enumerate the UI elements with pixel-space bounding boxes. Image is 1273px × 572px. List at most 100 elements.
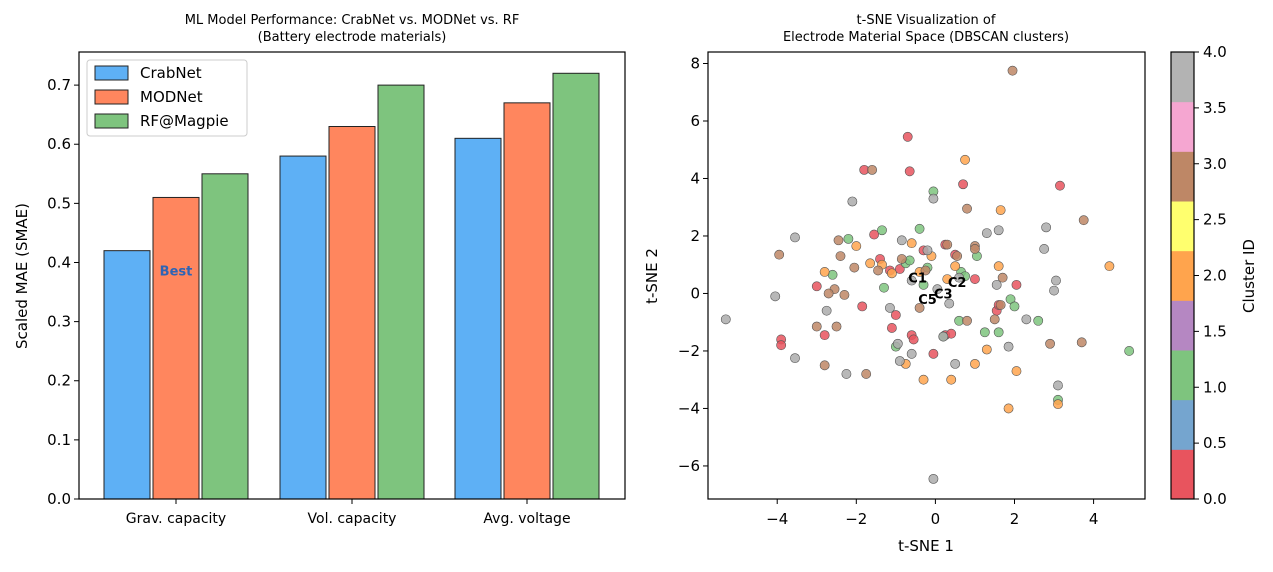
scatter-point: [896, 254, 907, 264]
scatter-point: [877, 225, 887, 236]
scatter-point: [932, 284, 943, 295]
bar-x-axis: Grav. capacity Vol. capacity Avg. voltage: [126, 499, 571, 527]
scatter-x-axis-label: t-SNE 1: [898, 537, 954, 555]
scatter-point: [946, 374, 957, 385]
scatter-point: [928, 473, 939, 484]
scatter-point: [770, 291, 781, 302]
scatter-point: [970, 274, 980, 284]
scatter-point: [962, 315, 972, 326]
scatter-point: [906, 238, 917, 249]
scatter-point: [1003, 403, 1014, 414]
bar-modnet-2: [503, 102, 551, 500]
scatter-point: [873, 265, 883, 276]
cluster-label-c1: C1: [908, 272, 927, 287]
bar-group: [103, 72, 600, 500]
bar-legend: CrabNet MODNet RF@Magpie: [86, 59, 248, 137]
scatter-point: [886, 323, 897, 333]
scatter-point: [902, 131, 913, 142]
legend-swatch: [94, 113, 129, 129]
scatter-point: [958, 179, 968, 190]
scatter-point: [879, 282, 889, 293]
bar-modnet-0: [152, 196, 200, 500]
scatter-point: [867, 164, 878, 175]
colorbar-segment: [1171, 101, 1194, 152]
scatter-point: [821, 305, 832, 316]
scatter-point: [1011, 366, 1022, 376]
bar-crabnet-1: [279, 155, 327, 500]
scatter-x-tick-label: −2: [845, 510, 867, 528]
scatter-point: [995, 300, 1006, 310]
scatter-point: [841, 369, 852, 379]
scatter-point: [979, 327, 990, 338]
scatter-point: [942, 274, 953, 284]
scatter-point: [720, 314, 731, 325]
scatter-y-tick-label: 2: [690, 227, 700, 245]
scatter-x-tick-label: 0: [931, 510, 941, 528]
colorbar-segment: [1171, 151, 1194, 202]
scatter-point: [981, 344, 992, 355]
bar-chart-title: ML Model Performance: CrabNet vs. MODNet…: [185, 13, 520, 28]
bar-y-tick-label: 0.7: [47, 76, 71, 94]
scatter-point: [790, 353, 800, 364]
scatter-point: [849, 262, 860, 273]
scatter-point: [942, 239, 953, 250]
scatter-point: [938, 331, 949, 342]
scatter-chart-panel: t-SNE Visualization of Electrode Materia…: [643, 13, 1258, 555]
scatter-point: [906, 275, 917, 286]
scatter-point: [1124, 346, 1135, 356]
scatter-point: [922, 245, 933, 256]
scatter-point: [1045, 338, 1055, 349]
bar-chart-panel: ML Model Performance: CrabNet vs. MODNet…: [13, 13, 626, 527]
bar-annotations: Best: [160, 264, 193, 279]
scatter-point: [1053, 399, 1063, 410]
colorbar-tick-label: 1.0: [1203, 378, 1227, 396]
colorbar-tick-label: 0.5: [1203, 434, 1227, 452]
scatter-point: [857, 301, 868, 312]
scatter-point: [819, 267, 830, 277]
scatter-x-tick-label: 4: [1089, 510, 1099, 528]
scatter-point: [1039, 244, 1050, 254]
colorbar-segment: [1171, 201, 1194, 252]
scatter-point: [1055, 180, 1065, 191]
scatter-point: [914, 223, 925, 234]
bar-y-tick-label: 0.2: [47, 372, 71, 390]
scatter-point: [861, 369, 872, 379]
scatter-point: [908, 334, 919, 345]
scatter-y-tick-label: 4: [690, 169, 700, 187]
scatter-point: [970, 244, 980, 254]
scatter-point: [811, 281, 822, 292]
colorbar-tick-label: 1.5: [1203, 322, 1227, 340]
bar-crabnet-0: [103, 250, 151, 500]
cluster-label-c5: C5: [918, 293, 937, 308]
scatter-point: [892, 338, 903, 349]
scatter-point: [1078, 215, 1089, 226]
bar-x-tick-label: Grav. capacity: [126, 511, 226, 527]
scatter-y-axis: −6 −4 −2 0 2 4 6 8: [678, 54, 708, 475]
scatter-point: [970, 358, 980, 369]
colorbar-tick-label: 0.0: [1203, 490, 1227, 508]
scatter-point: [819, 330, 830, 341]
legend-label: CrabNet: [140, 64, 202, 82]
scatter-title: t-SNE Visualization of: [857, 13, 996, 28]
bar-chart-subtitle: (Battery electrode materials): [258, 30, 447, 45]
colorbar-segment: [1171, 250, 1194, 301]
scatter-point: [811, 321, 822, 332]
scatter-point: [904, 166, 915, 177]
scatter-point: [869, 229, 879, 240]
colorbar: 0.0 0.5 1.0 1.5 2.0 2.5 3.0 3.5 4.0: [1170, 43, 1227, 508]
scatter-point: [1053, 380, 1063, 391]
bar-rf-magpie-0: [201, 173, 249, 500]
legend-swatch: [94, 65, 129, 81]
scatter-point: [991, 279, 1002, 290]
scatter-point: [906, 348, 917, 359]
scatter-point: [835, 251, 846, 261]
scatter-x-tick-label: −4: [766, 510, 788, 528]
scatter-point: [1011, 279, 1022, 290]
colorbar-segment: [1171, 399, 1194, 450]
colorbar-tick-label: 2.0: [1203, 267, 1227, 285]
colorbar-tick-label: 4.0: [1203, 43, 1227, 61]
scatter-subtitle: Electrode Material Space (DBSCAN cluster…: [783, 30, 1069, 45]
colorbar-tick-label: 3.5: [1203, 99, 1227, 117]
